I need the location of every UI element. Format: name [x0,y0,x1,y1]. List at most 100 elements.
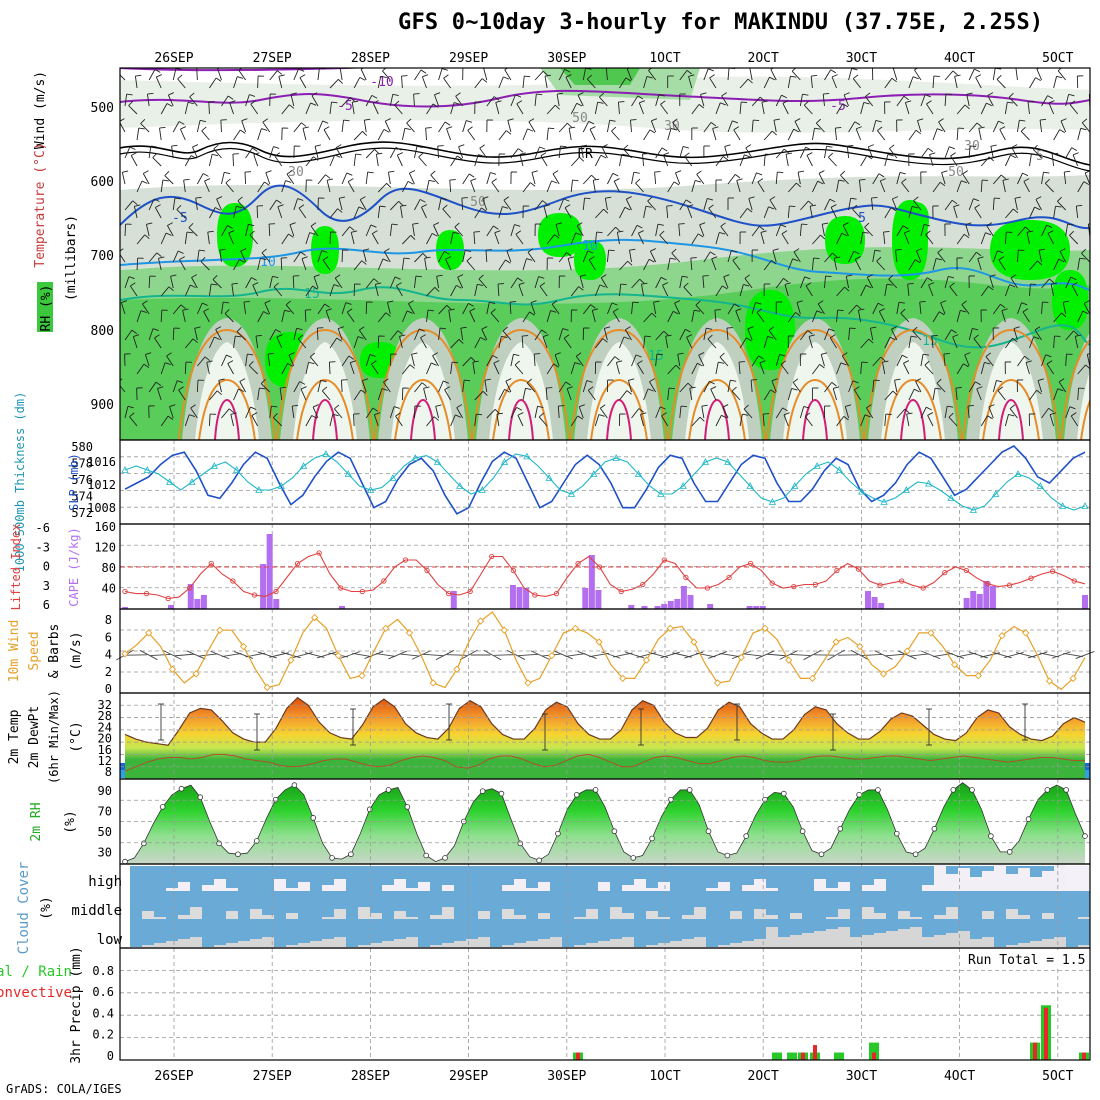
thickness-marker [389,474,397,481]
wind-barb [667,128,672,141]
wind-barb [436,274,443,277]
cloud-low-fill [934,935,946,947]
wind-barb [249,234,259,245]
cape-bar [595,590,602,609]
wind-barb [164,362,171,366]
cloud-middle-gap [142,911,154,919]
wind-barb [883,232,886,245]
wind-barb [635,178,641,184]
wind-barb [310,102,317,106]
wind-barb [289,104,295,109]
wind-barb [329,102,332,115]
wind-barb [628,378,635,381]
wind-barb [221,354,227,367]
wind-barb [204,178,211,182]
wind-barb [818,173,825,185]
wind-barb [819,364,825,369]
cloud-low-fill [502,945,514,947]
wind-barb [120,74,126,81]
wind-barb [132,336,138,349]
wind-barb [739,102,742,115]
wind-barb [365,172,369,185]
wind-barb [442,204,448,210]
wind-barb [871,198,874,211]
wind-barb [558,122,568,133]
wind-barb [1017,302,1022,315]
wind-tick: 4 [105,648,112,662]
isotherm-30 [998,398,1024,440]
wind10-barb [399,653,420,657]
wind-barb [498,259,506,271]
wind-barb [997,250,1004,254]
wind-barb [594,102,599,115]
cape-bar [523,588,530,609]
wind-barb [973,334,979,339]
wind-barb [245,94,250,107]
wind-barb [920,94,926,107]
wind-barb [683,286,693,297]
cloud-middle-gap [1006,909,1018,919]
wind-barb [799,94,803,107]
wind-barb [691,180,696,193]
wind-barb [767,336,774,339]
contour-label: 15 [304,287,320,302]
wind-barb [931,334,938,337]
wind-barb [1059,248,1066,252]
wind-barb [925,230,931,235]
wind-barb [208,284,212,297]
wind-barb [154,337,162,349]
wind-barb [568,128,572,141]
wind-barb [924,360,930,366]
wind-barb [558,69,566,81]
wind-barb [516,100,523,105]
wind-barb [158,256,165,259]
wind-barb [659,406,666,410]
date-label-bottom: 30SEP [547,1069,586,1084]
li-marker [877,582,883,588]
wind-barb [272,412,278,418]
wind-barb [189,96,198,107]
wind-barb [832,388,837,401]
thickness-tick: 574 [71,490,93,504]
wind-axis-label: Wind (m/s) [33,71,48,149]
wind-barb [1052,152,1059,155]
wind-barb [670,128,677,131]
wind-barb [446,126,453,130]
wind10-barb [1051,651,1071,659]
wind-barb [1004,284,1010,297]
cloud-high-gap [1054,865,1066,891]
wind-barb [903,232,910,245]
wind-barb [770,68,775,70]
wind-barb [1029,336,1035,349]
wind-barb [534,94,537,107]
wind-barb [157,388,162,401]
date-label-top: 30SEP [547,51,586,66]
wind-barb [824,252,833,263]
wind-barb [614,178,620,182]
wind-barb [683,282,689,288]
wind-barb [677,354,681,367]
wind-barb [719,352,725,358]
wind-barb [136,180,143,193]
date-label-top: 4OCT [944,51,975,66]
wind-barb [582,380,588,393]
wind-barb [1029,260,1038,271]
isotherm-30 [214,398,240,440]
wind-barb [721,92,727,97]
wind-barb [697,362,703,367]
wind-barb [276,199,282,204]
thickness-marker [768,498,777,505]
wind-barb [501,335,508,338]
wind-barb [999,126,1006,130]
wind-barb [505,130,512,135]
thickness-marker [299,462,308,469]
wind-barb [305,285,313,297]
wind-barb [768,326,775,331]
wind-barb [408,172,415,185]
wind-barb [686,334,693,338]
temp2m-panel [120,693,1090,779]
cape-bar [687,595,694,609]
wind-barb [964,352,971,356]
wind-barb [434,94,439,107]
wind-barb [928,284,934,297]
